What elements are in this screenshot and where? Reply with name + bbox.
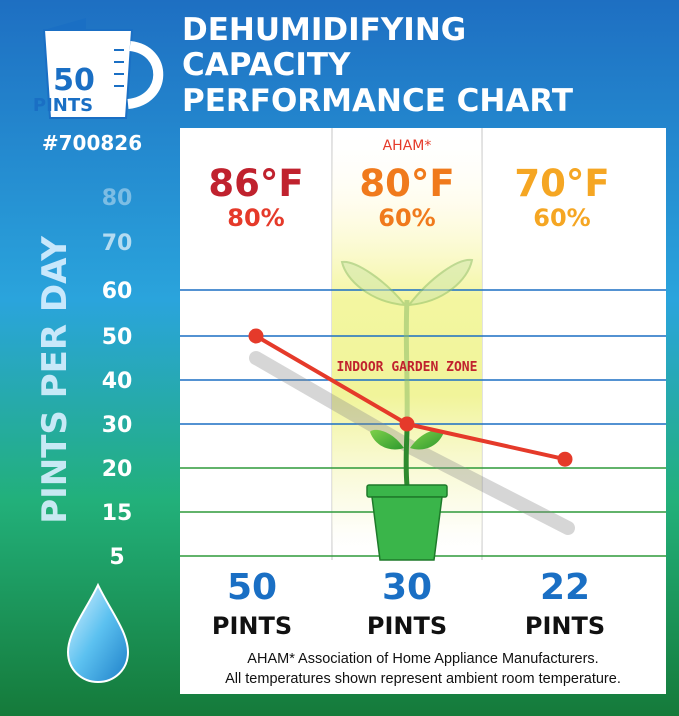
y-tick-label: 15	[102, 501, 133, 526]
category-unit-label: PINTS	[367, 612, 447, 640]
category-headers: 86°F80%80°F60%70°F60%	[208, 162, 609, 232]
badge-unit: PINTS	[33, 95, 93, 116]
y-axis-label: PINTS PER DAY	[35, 236, 75, 524]
y-tick-labels: 80 70 60 50 40 30 20 15 5	[102, 186, 133, 570]
footnote-line-2: All temperatures shown represent ambient…	[225, 671, 621, 687]
data-point	[248, 328, 264, 344]
data-point	[399, 416, 415, 432]
aham-label: AHAM*	[383, 138, 432, 154]
model-number: #700826	[42, 131, 142, 155]
potted-plant-icon	[366, 427, 448, 561]
y-tick-label: 60	[102, 279, 133, 304]
category-value-label: 22	[540, 567, 590, 608]
category-temperature: 80°F	[359, 162, 454, 205]
badge-number: 50	[53, 63, 95, 98]
garden-zone-label: INDOOR GARDEN ZONE	[337, 360, 478, 375]
category-humidity: 60%	[378, 204, 435, 232]
category-value-label: 30	[382, 567, 432, 608]
y-tick-label: 80	[102, 186, 133, 211]
series-group	[248, 328, 573, 467]
y-tick-label: 5	[109, 545, 124, 570]
y-tick-label: 40	[102, 369, 133, 394]
measuring-cup-icon	[42, 18, 164, 119]
category-value-label: 50	[227, 567, 277, 608]
y-tick-label: 30	[102, 413, 133, 438]
plant-outline-icon	[340, 258, 474, 426]
category-humidity: 80%	[227, 204, 284, 232]
data-point	[557, 451, 573, 467]
y-tick-label: 20	[102, 457, 133, 482]
category-temperature: 70°F	[514, 162, 609, 205]
y-tick-label: 70	[102, 231, 133, 256]
category-temperature: 86°F	[208, 162, 303, 205]
water-drop-icon	[66, 582, 130, 684]
category-unit-label: PINTS	[525, 612, 605, 640]
y-tick-label: 50	[102, 325, 133, 350]
category-values: 50 PINTS 30 PINTS 22 PINTS	[212, 567, 605, 640]
category-unit-label: PINTS	[212, 612, 292, 640]
footnote-line-1: AHAM* Association of Home Appliance Manu…	[247, 651, 598, 667]
title-line-1: DEHUMIDIFYING	[182, 12, 466, 48]
title-line-2: CAPACITY	[182, 47, 351, 83]
title-line-3: PERFORMANCE CHART	[182, 83, 573, 119]
category-humidity: 60%	[533, 204, 590, 232]
